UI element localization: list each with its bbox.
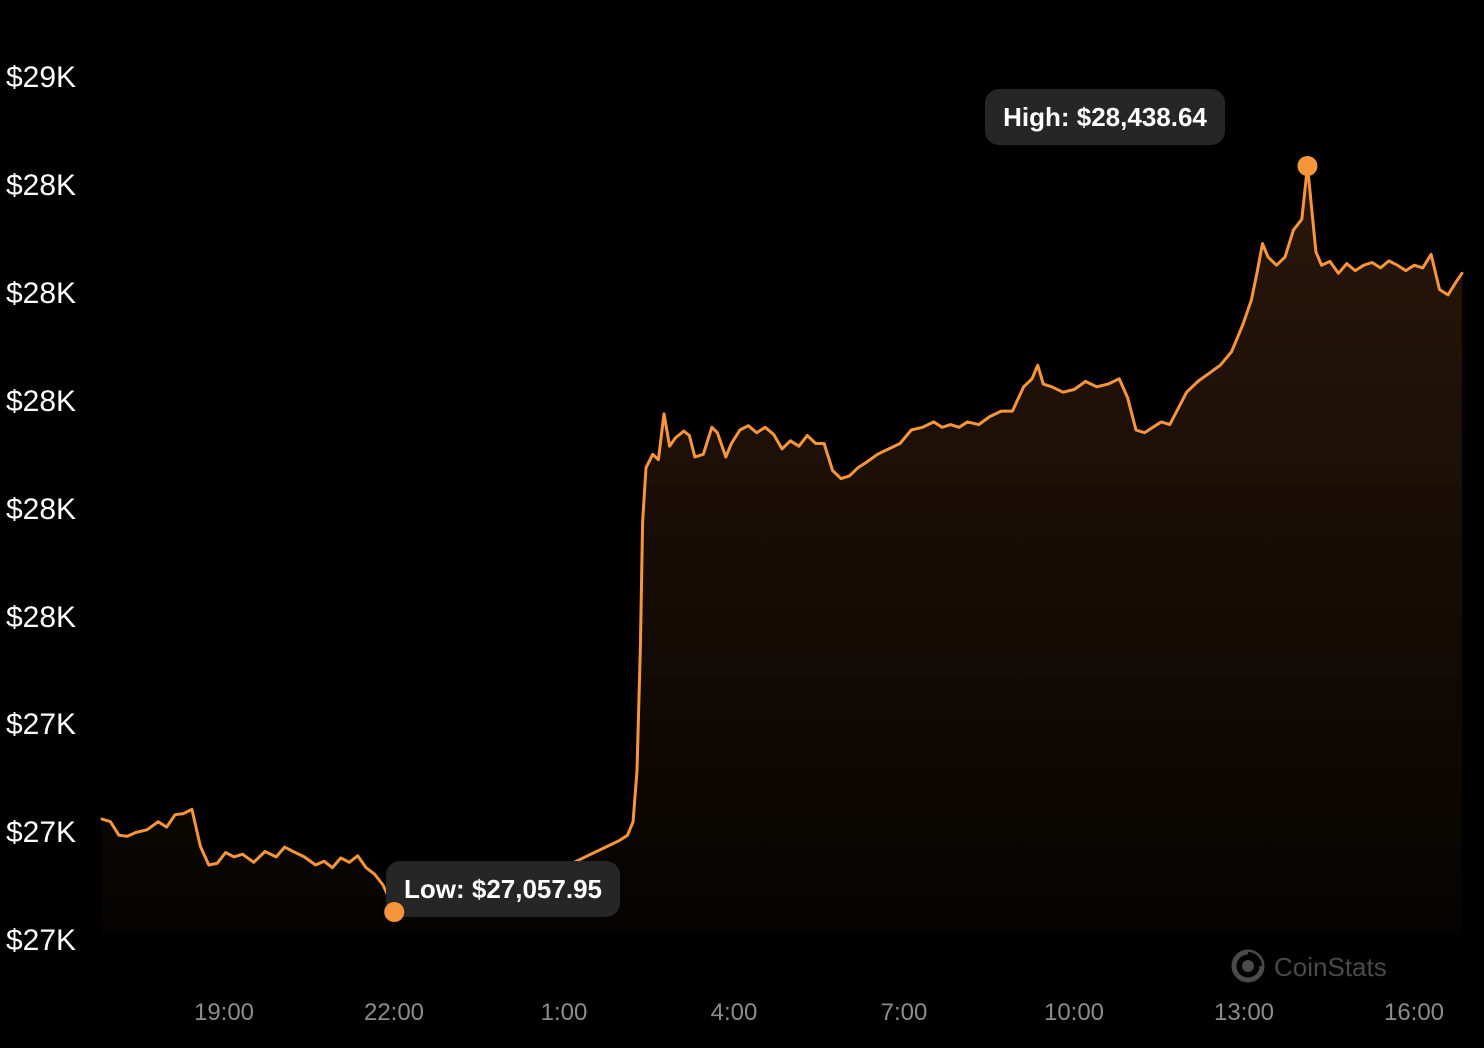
coinstats-logo-icon <box>1231 949 1265 983</box>
annotations: High: $28,438.64 Low: $27,057.95 <box>384 89 1318 922</box>
price-area-fill <box>102 166 1462 935</box>
high-label-box <box>985 89 1225 145</box>
low-annotation: Low: $27,057.95 <box>384 861 620 922</box>
y-tick-label: $27K <box>6 816 76 849</box>
y-tick-label: $27K <box>6 924 76 957</box>
high-annotation: High: $28,438.64 <box>985 89 1318 176</box>
price-line <box>100 164 1464 914</box>
y-tick-label: $28K <box>6 169 76 202</box>
y-axis: $29K $28K $28K $28K $28K $28K $27K $27K $27K <box>6 61 76 957</box>
coinstats-watermark: CoinStats <box>1231 949 1387 983</box>
x-tick-label: 22:00 <box>364 999 424 1026</box>
x-axis: 19:00 22:00 1:00 4:00 7:00 10:00 13:00 16:00 <box>194 999 1444 1026</box>
high-label-text: High: $28,438.64 <box>1003 102 1207 132</box>
y-tick-label: $27K <box>6 708 76 741</box>
low-point <box>384 902 405 922</box>
x-tick-label: 10:00 <box>1044 999 1104 1026</box>
y-tick-label: $29K <box>6 61 76 94</box>
x-tick-label: 13:00 <box>1214 999 1274 1026</box>
y-tick-label: $28K <box>6 601 76 634</box>
high-point <box>1297 156 1318 176</box>
x-tick-label: 7:00 <box>881 999 928 1026</box>
x-tick-label: 16:00 <box>1384 999 1444 1026</box>
y-tick-label: $28K <box>6 277 76 310</box>
x-tick-label: 19:00 <box>194 999 254 1026</box>
x-tick-label: 4:00 <box>711 999 758 1026</box>
x-tick-label: 1:00 <box>541 999 588 1026</box>
low-label-text: Low: $27,057.95 <box>404 874 602 904</box>
low-label-box <box>386 861 620 917</box>
y-tick-label: $28K <box>6 493 76 526</box>
brand-name: CoinStats <box>1274 952 1387 982</box>
y-tick-label: $28K <box>6 385 76 418</box>
